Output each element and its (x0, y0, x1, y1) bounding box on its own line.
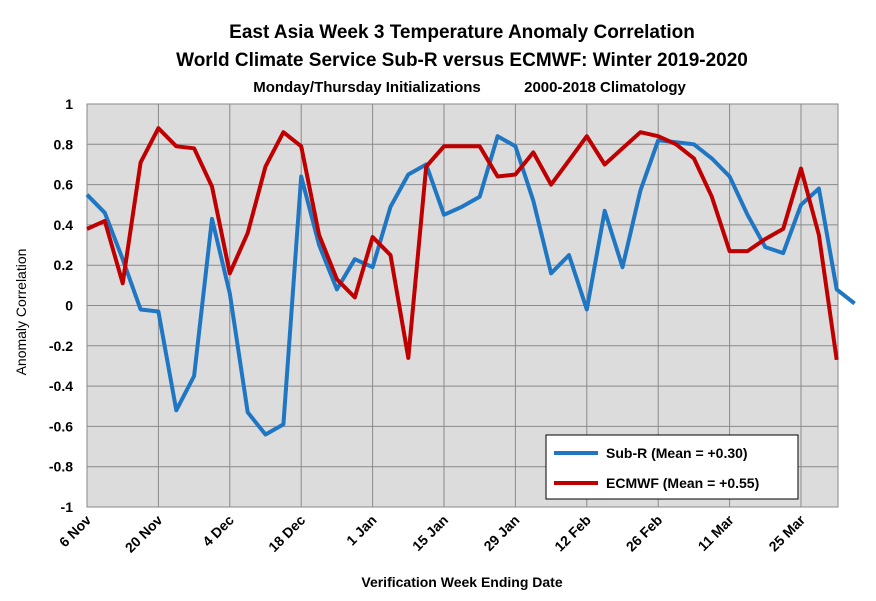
y-tick-label: 0.8 (54, 136, 74, 152)
x-tick-label: 12 Feb (551, 512, 594, 555)
legend-box (545, 434, 799, 500)
series-line-ecmwf (86, 126, 839, 361)
y-tick-label: 0 (65, 298, 73, 314)
y-tick-label: -0.2 (49, 338, 73, 354)
x-tick-label: 15 Jan (409, 512, 451, 554)
chart-subtitle-left: Monday/Thursday Initializations (253, 79, 481, 96)
x-axis-title: Verification Week Ending Date (361, 574, 562, 590)
chart-subtitle-right: 2000-2018 Climatology (524, 79, 686, 96)
legend-label-subr: Sub-R (Mean = +0.30) (606, 445, 748, 461)
y-tick-label: -0.8 (49, 459, 73, 475)
y-tick-label: 0.2 (54, 257, 74, 273)
legend-label-ecmwf: ECMWF (Mean = +0.55) (606, 475, 759, 491)
y-tick-label: 1 (65, 96, 73, 112)
y-tick-label: -0.6 (49, 418, 73, 434)
chart-title: East Asia Week 3 Temperature Anomaly Cor… (229, 22, 695, 43)
y-tick-label: 0.6 (54, 177, 74, 193)
x-tick-label: 20 Nov (122, 512, 166, 556)
x-tick-label: 25 Mar (765, 511, 808, 554)
x-tick-label: 18 Dec (265, 512, 308, 555)
series-layer (85, 126, 856, 437)
y-tick-labels: 1 0.8 0.6 0.4 0.2 0 -0.2 -0.4 -0.6 -0.8 -1 (49, 96, 73, 515)
y-axis-title: Anomaly Correlation (13, 249, 29, 376)
y-tick-label: -1 (61, 499, 74, 515)
x-tick-label: 1 Jan (343, 512, 380, 549)
y-tick-label: -0.4 (49, 378, 73, 394)
legend: Sub-R (Mean = +0.30) ECMWF (Mean = +0.55… (545, 434, 799, 500)
x-tick-label: 29 Jan (480, 512, 522, 554)
x-tick-label: 11 Mar (695, 511, 738, 554)
series-line-subr (85, 134, 856, 437)
x-tick-labels: 6 Nov 20 Nov 4 Dec 18 Dec 1 Jan 15 Jan 29 Jan 1… (56, 511, 809, 555)
y-tick-label: 0.4 (54, 217, 74, 233)
x-tick-label: 26 Feb (623, 512, 666, 555)
x-tick-label: 4 Dec (199, 512, 237, 550)
chart-subtitle: World Climate Service Sub-R versus ECMWF… (176, 50, 748, 71)
x-tick-label: 6 Nov (56, 512, 94, 550)
